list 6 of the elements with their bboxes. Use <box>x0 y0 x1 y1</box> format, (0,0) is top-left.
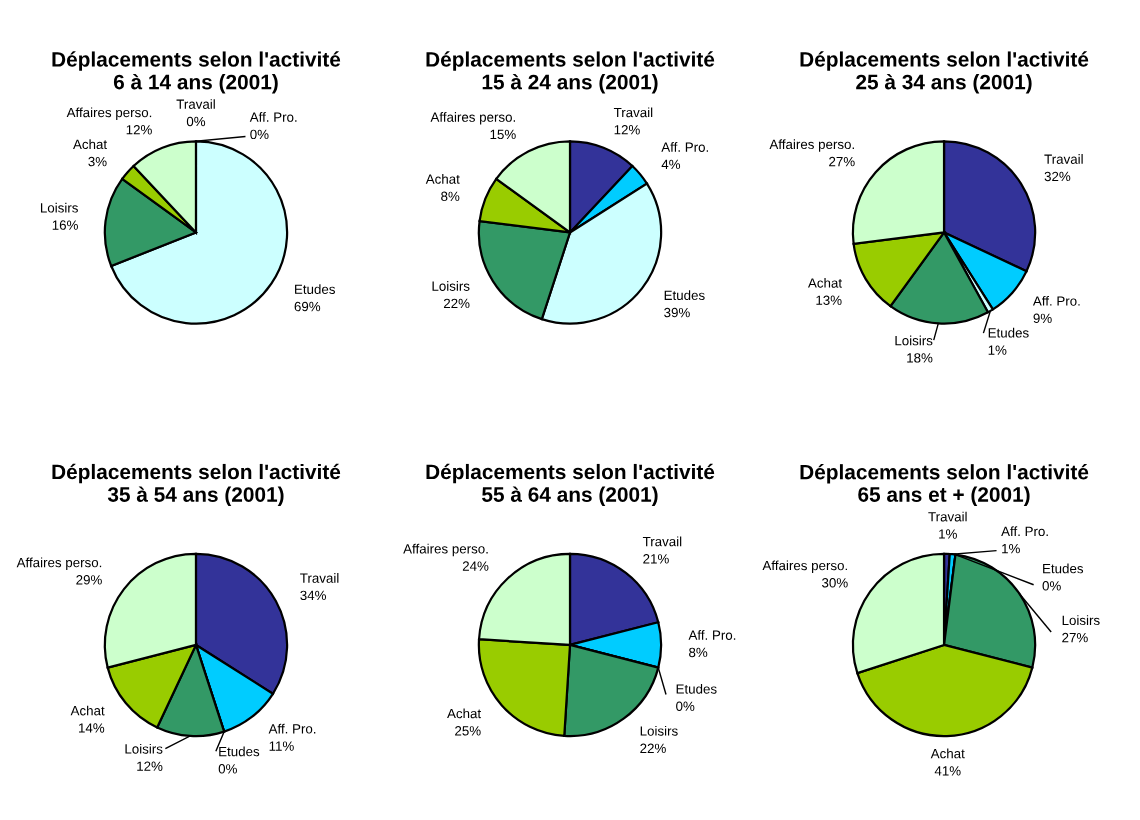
chart-title: Déplacements selon l'activité 55 à 64 ans (2001) <box>426 463 715 507</box>
chart-title: Déplacements selon l'activité 15 à 24 ans (2001) <box>426 51 715 94</box>
chart-title: Déplacements selon l'activité 65 ans et + (2001) <box>800 463 1089 507</box>
chart-title: Déplacements selon l'activité 25 à 34 ans (2001) <box>800 51 1089 94</box>
chart-title: Déplacements selon l'activité 35 à 54 ans (2001) <box>52 463 341 507</box>
chart-title: Déplacements selon l'activité 6 à 14 ans (2001) <box>52 51 341 94</box>
